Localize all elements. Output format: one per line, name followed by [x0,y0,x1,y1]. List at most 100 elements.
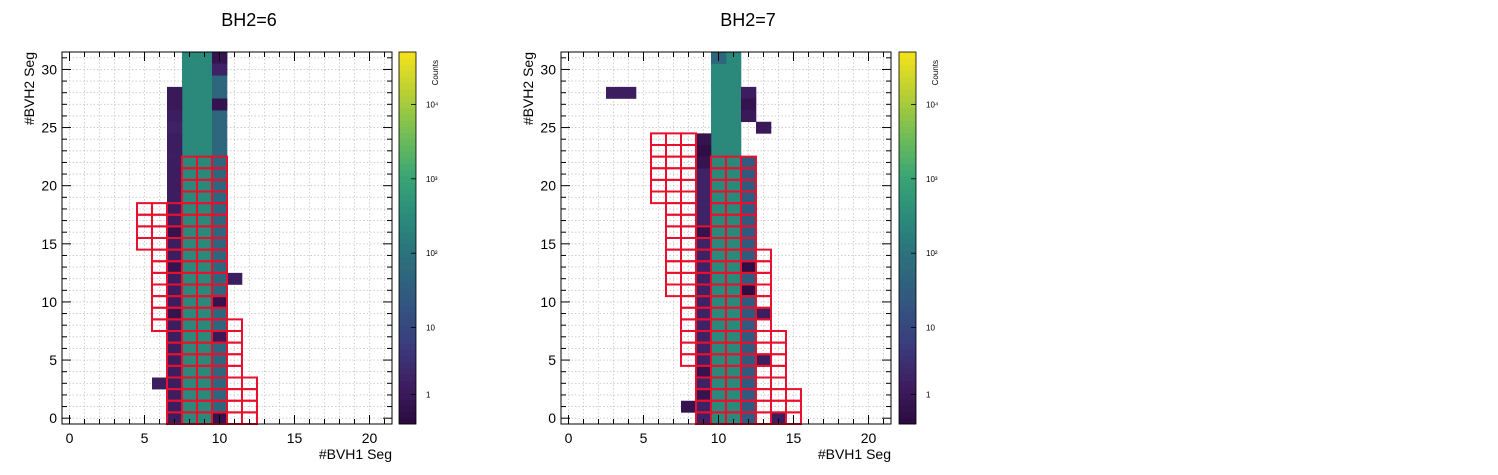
color-bar-step [399,64,416,71]
color-bar-step [399,417,416,425]
heatmap-cell [182,121,198,134]
color-bar-step [399,281,416,288]
heatmap-cell [711,238,727,250]
color-bar-step [899,126,916,133]
heatmap-cell [711,342,727,355]
color-bar-step [899,83,916,90]
color-bar-step [899,238,916,245]
x-tick-label: 0 [66,430,74,446]
heatmap-cell [212,156,228,169]
heatmap-cell [197,412,213,425]
color-bar-step [899,188,916,195]
heatmap-cell [212,110,228,123]
color-bar-step [899,262,916,270]
color-bar-step [399,89,416,96]
heatmap-cell [167,179,183,192]
heatmap-cells [606,52,787,425]
color-bar-step [899,114,916,121]
chart-panel-2: BH2=7 0 5 10 15 20 0 5 10 15 20 25 30 #BVH1 Seg #BVH2 … [520,10,940,462]
color-bar-step [399,107,416,115]
heatmap-cell [696,156,712,169]
heatmap-cell [696,214,712,227]
heatmap-cell [167,238,183,250]
color-bar-tick-label: 10 [926,324,935,333]
heatmap-cell [152,377,168,390]
color-bar-step [399,324,416,332]
heatmap-cell [212,307,228,320]
heatmap-cell [182,133,198,146]
color-bar-step [399,231,416,239]
selection-boxes [650,132,802,425]
color-bar-step [899,331,916,338]
heatmap-cell [726,307,742,320]
heatmap-cell [197,75,213,88]
heatmap-cell [182,354,198,367]
heatmap-cell [212,98,228,111]
heatmap-cell [212,214,228,227]
heatmap-cell [167,377,183,390]
heatmap-cell [711,121,727,134]
heatmap-cell [182,63,198,76]
heatmap-cell [167,272,183,285]
color-bar-step [899,393,916,400]
color-bar: 1 10 10² 10³ 10⁴ Counts [898,51,940,425]
heatmap-cell [182,168,198,181]
heatmap-cell [167,214,183,227]
heatmap-cell [167,261,183,274]
heatmap-cell [711,203,727,216]
x-tick-label: 0 [565,430,573,446]
heatmap-cell [212,284,228,297]
color-bar-step [899,343,916,350]
x-tick-label: 20 [362,430,378,446]
heatmap-cell [167,249,183,262]
heatmap-cell [711,156,727,169]
heatmap-cell [741,156,757,169]
heatmap-cell [711,261,727,274]
heatmap-cell [696,400,712,413]
color-bar-step [399,70,416,78]
heatmap-cell [197,377,213,390]
heatmap-cell [182,296,198,309]
heatmap-cell [212,86,228,99]
heatmap-cell [741,272,757,285]
y-tick-label: 15 [41,236,57,252]
heatmap-cell [182,261,198,274]
y-tick-label: 20 [41,178,57,194]
heatmap-cell [182,179,198,192]
color-bar-step [399,83,416,90]
heatmap-cell [167,365,183,378]
color-bar-step [399,256,416,264]
heatmap-cell [696,412,712,425]
heatmap-cell [197,86,213,99]
color-bar-step [399,306,416,313]
color-bar-step [399,362,416,369]
color-bar-step [899,151,916,158]
heatmap-cell [167,296,183,309]
color-bar-tick-label: 10³ [426,175,438,184]
heatmap-cell [182,319,198,332]
color-bar-step [399,194,416,202]
heatmap-cell [182,214,198,227]
heatmap-cell [167,156,183,169]
heatmap-cell [182,203,198,216]
color-bar-step [899,52,916,59]
chart-panel-1: BH2=6 0 5 10 15 20 0 5 10 15 20 25 30 #BVH1 Seg #BVH2 … [21,10,440,462]
color-bar-step [399,411,416,419]
heatmap-cell [696,203,712,216]
heatmap-cell [726,238,742,250]
heatmap-cell [711,400,727,413]
heatmap-cell [756,307,772,320]
heatmap-cell [711,63,727,76]
heatmap-cell [741,261,757,274]
color-bar-step [899,176,916,183]
heatmap-cell [182,342,198,355]
heatmap-cell [212,377,228,390]
heatmap-cell [741,354,757,367]
heatmap-cell [696,191,712,204]
color-bar-step [899,355,916,363]
heatmap-cell [182,331,198,343]
chart-title: BH2=6 [221,10,277,30]
color-bar-step [899,182,916,189]
heatmap-cell [212,75,228,88]
heatmap-cell [696,261,712,274]
